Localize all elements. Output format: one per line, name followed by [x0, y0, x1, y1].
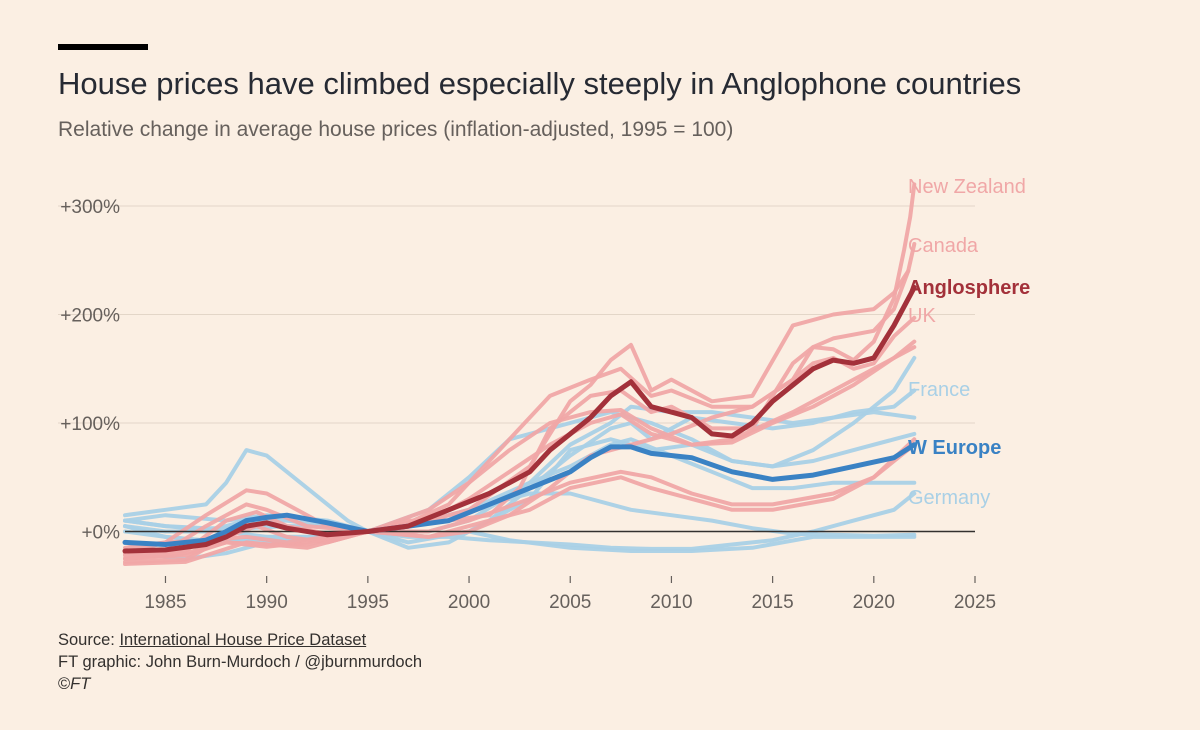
- series-line-anglo-country: [123, 269, 911, 566]
- x-tick-label: 2020: [853, 592, 895, 613]
- series-labels: New Zealand Canada Anglosphere UK France W Eu…: [908, 176, 1030, 509]
- y-tick-label: +100%: [60, 414, 120, 435]
- series-label-france: France: [908, 379, 970, 401]
- series-label-canada: Canada: [908, 235, 979, 257]
- series-line-anglo-country: [123, 345, 917, 564]
- series-line-w-europe-country: [123, 437, 917, 534]
- series-label-w-europe: W Europe: [908, 437, 1001, 459]
- series-line-w-europe-country: [123, 518, 917, 553]
- source-line: Source: International House Price Datase…: [58, 629, 422, 651]
- copyright-symbol: ©: [58, 675, 71, 693]
- x-tick-label: 1995: [347, 592, 389, 613]
- y-tick-label: +0%: [81, 523, 120, 544]
- y-tick-label: +300%: [60, 197, 120, 218]
- line-chart: +0% +100% +200% +300% 1985 1990 1995 2000 2005 2…: [58, 176, 1030, 613]
- series-label-anglosphere: Anglosphere: [908, 277, 1030, 299]
- copyright: ©FT: [58, 673, 422, 695]
- source-prefix: Source:: [58, 631, 120, 649]
- series-line-uk: [123, 315, 917, 556]
- gridlines: [58, 205, 975, 424]
- source-link[interactable]: International House Price Dataset: [119, 631, 367, 649]
- y-axis-tick-labels: +0% +100% +200% +300%: [60, 197, 120, 544]
- series-line-anglosphere: [122, 284, 917, 554]
- footer: Source: International House Price Datase…: [58, 629, 422, 695]
- series-label-germany: Germany: [908, 487, 990, 509]
- brand-rule: [58, 44, 148, 50]
- series-line-anglo-country: [123, 442, 917, 561]
- chart-title: House prices have climbed especially ste…: [58, 66, 1022, 101]
- series-line-new-zealand: [123, 182, 917, 550]
- x-tick-label: 2015: [751, 592, 793, 613]
- x-tick-label: 2005: [549, 592, 591, 613]
- series-line-w-europe: [122, 442, 917, 547]
- chart-subtitle: Relative change in average house prices …: [58, 118, 734, 141]
- x-tick-label: 1985: [144, 592, 186, 613]
- series-line-canada: [123, 242, 917, 558]
- x-tick-label: 2000: [448, 592, 490, 613]
- series-lines: [122, 182, 975, 566]
- y-tick-label: +200%: [60, 306, 120, 327]
- copyright-ft: FT: [70, 675, 91, 693]
- x-axis-tick-labels: 1985 1990 1995 2000 2005 2010 2015 2020 2025: [144, 576, 996, 613]
- series-label-new-zealand: New Zealand: [908, 176, 1026, 198]
- credit-line: FT graphic: John Burn-Murdoch / @jburnmu…: [58, 653, 423, 671]
- x-tick-label: 2025: [954, 592, 996, 613]
- series-line-w-europe-country: [123, 431, 917, 545]
- x-tick-label: 2010: [650, 592, 692, 613]
- series-label-uk: UK: [908, 305, 936, 327]
- x-tick-label: 1990: [246, 592, 288, 613]
